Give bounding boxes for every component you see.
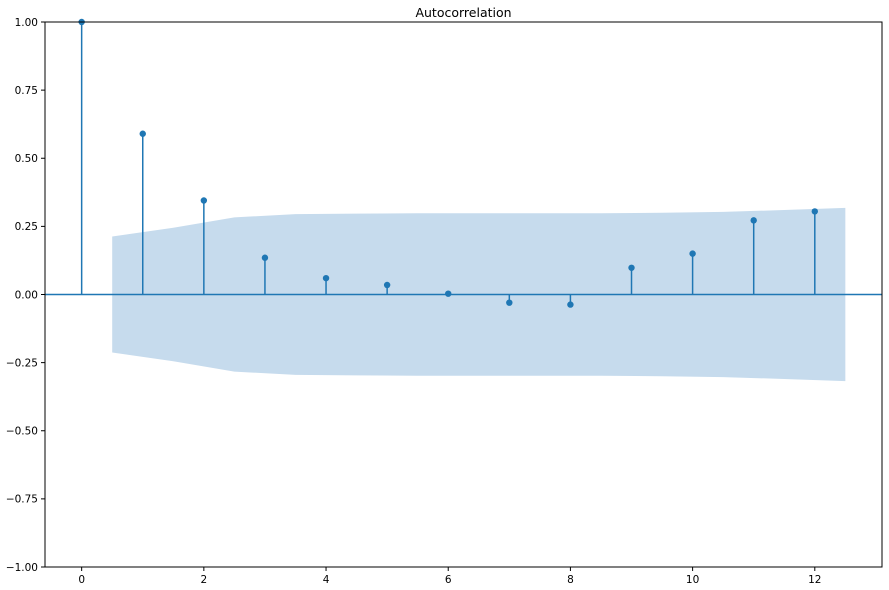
- stem-marker: [383, 281, 391, 289]
- stem-marker: [567, 301, 574, 308]
- y-tick-label: −0.25: [6, 357, 38, 369]
- acf-lag-0: [78, 18, 85, 295]
- acf-lag-5: [383, 281, 391, 295]
- x-tick-label: 10: [686, 574, 699, 586]
- acf-lag-8: [567, 294, 574, 308]
- y-tick-label: −0.50: [6, 426, 38, 438]
- acf-lag-9: [628, 264, 635, 295]
- ticks-layer: 0 2 4 6 8 10 12 −1.00 −0.75 −0.50 −0.25 0.00 0.25 0.5…: [6, 17, 822, 586]
- stem-marker: [811, 208, 818, 215]
- acf-lag-11: [750, 217, 757, 295]
- chart-title: Autocorrelation: [415, 5, 511, 20]
- y-tick-label: −0.75: [6, 494, 38, 506]
- y-tick-label: 0.75: [15, 85, 38, 97]
- x-tick-label: 8: [567, 574, 574, 586]
- stem-marker: [628, 264, 635, 271]
- acf-lag-12: [811, 208, 818, 295]
- stem-marker: [750, 217, 757, 224]
- acf-lag-4: [322, 274, 330, 295]
- y-tick-label: −1.00: [6, 562, 38, 574]
- y-tick-label: 0.25: [15, 221, 38, 233]
- y-tick-label: 0.00: [15, 289, 38, 301]
- stem-marker: [689, 250, 696, 257]
- acf-lag-1: [139, 130, 146, 295]
- stem-marker: [139, 130, 146, 137]
- acf-lag-2: [200, 197, 208, 295]
- stem-marker: [445, 290, 452, 297]
- stem-layer: [78, 18, 818, 308]
- x-tick-label: 6: [445, 574, 452, 586]
- acf-lag-10: [689, 250, 696, 295]
- x-tick-label: 0: [78, 574, 85, 586]
- acf-lag-7: [506, 294, 513, 306]
- stem-marker: [506, 299, 513, 306]
- stem-marker: [261, 254, 269, 261]
- x-tick-label: 12: [808, 574, 821, 586]
- y-tick-label: 1.00: [15, 17, 38, 29]
- stem-marker: [322, 274, 330, 282]
- acf-lag-6: [445, 290, 452, 297]
- stem-marker: [200, 197, 208, 204]
- x-tick-label: 2: [201, 574, 208, 586]
- x-tick-label: 4: [323, 574, 330, 586]
- acf-lag-3: [261, 254, 269, 295]
- y-tick-label: 0.50: [15, 153, 38, 165]
